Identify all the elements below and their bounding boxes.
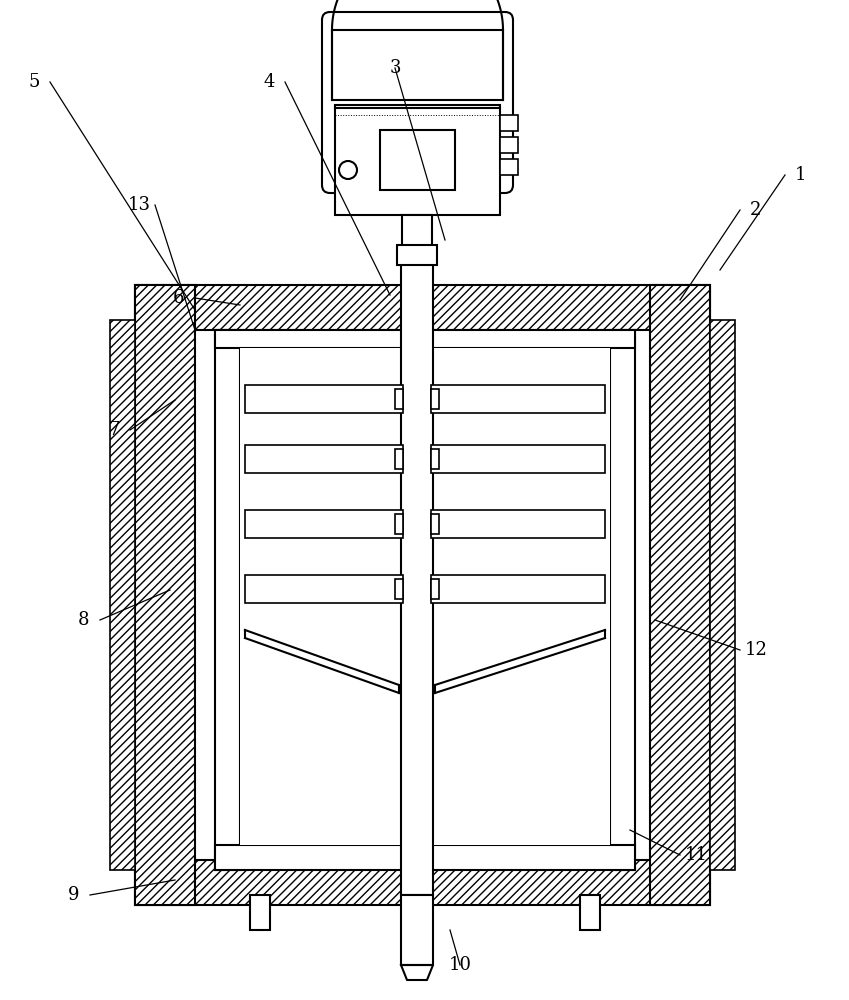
Bar	[431, 389, 439, 409]
Text: 3: 3	[389, 59, 401, 77]
Text: 12: 12	[745, 641, 767, 659]
Bar	[610, 330, 635, 870]
Bar	[135, 285, 195, 905]
Text: 7: 7	[109, 421, 120, 439]
Bar	[431, 579, 439, 599]
Bar	[650, 285, 710, 905]
Bar	[215, 845, 635, 870]
Text: 4: 4	[263, 73, 275, 91]
Bar	[500, 115, 518, 131]
Bar	[245, 385, 403, 413]
Bar	[395, 514, 403, 534]
Bar	[402, 215, 432, 260]
Bar	[431, 449, 439, 469]
Bar	[500, 137, 518, 153]
Bar	[135, 285, 710, 330]
Bar	[397, 245, 437, 265]
Bar	[332, 30, 503, 100]
Text: 1: 1	[796, 166, 807, 184]
Bar	[431, 575, 605, 603]
Bar	[395, 579, 403, 599]
Text: 9: 9	[68, 886, 80, 904]
Bar	[215, 330, 240, 870]
FancyBboxPatch shape	[322, 12, 513, 193]
Bar	[431, 510, 605, 538]
Bar	[431, 514, 439, 534]
Bar	[335, 105, 500, 215]
Bar	[245, 575, 403, 603]
Bar	[250, 895, 270, 930]
Bar	[215, 330, 635, 348]
Bar	[395, 389, 403, 409]
Text: 5: 5	[28, 73, 40, 91]
Bar	[245, 445, 403, 473]
Text: 8: 8	[78, 611, 90, 629]
Text: 6: 6	[173, 289, 185, 307]
Text: 13: 13	[127, 196, 150, 214]
Bar	[431, 445, 605, 473]
Bar	[380, 130, 455, 190]
Bar	[710, 320, 735, 870]
Bar	[401, 260, 433, 895]
Bar	[245, 510, 403, 538]
Text: 2: 2	[751, 201, 762, 219]
Bar	[135, 860, 710, 905]
Text: 11: 11	[684, 846, 707, 864]
Bar	[431, 385, 605, 413]
Bar	[401, 895, 433, 965]
Bar	[580, 895, 600, 930]
Bar	[240, 348, 610, 845]
Bar	[500, 159, 518, 175]
Bar	[110, 320, 135, 870]
Text: 10: 10	[448, 956, 471, 974]
Bar	[395, 449, 403, 469]
